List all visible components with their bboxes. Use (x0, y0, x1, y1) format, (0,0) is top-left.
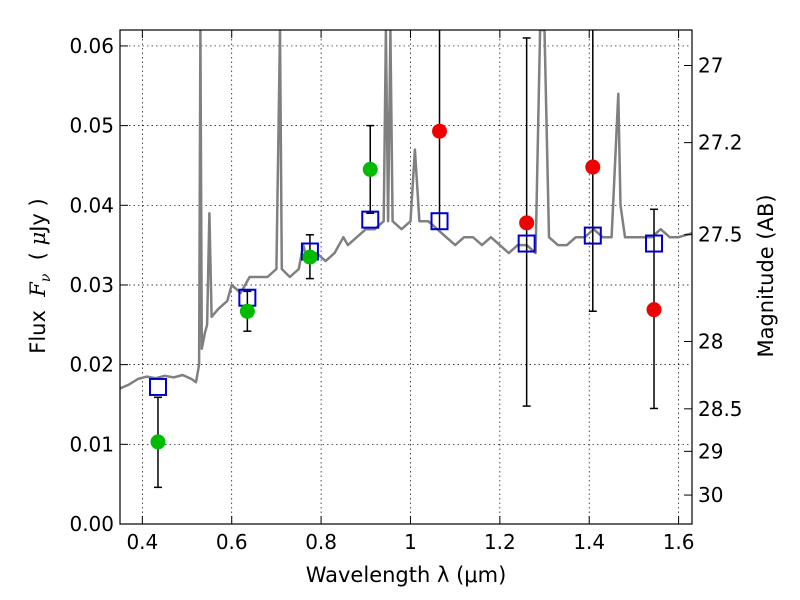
mag-tick-label: 30 (698, 483, 723, 507)
mag-tick-label: 27 (698, 54, 723, 78)
right-axis-label: Magnitude (AB) (754, 194, 778, 357)
y-tick-label: 0.00 (69, 512, 114, 536)
model-photometry-square (583, 226, 602, 245)
plot-data (120, 30, 692, 489)
detection-point (239, 303, 255, 319)
y-tick-label: 0.03 (69, 273, 114, 297)
y-axis-label-prefix: Flux (26, 297, 50, 354)
mag-tick-label: 27.2 (698, 131, 743, 155)
x-tick-label: 0.4 (126, 530, 158, 554)
y-tick-label: 0.06 (69, 34, 114, 58)
mag-tick-label: 28.5 (698, 397, 743, 421)
x-tick-label: 1.4 (573, 530, 605, 554)
y-tick-label: 0.02 (69, 353, 114, 377)
nondetection-point (519, 215, 535, 231)
model-photometry-square (517, 234, 536, 253)
mag-tick-label: 28 (698, 329, 723, 353)
y-axis-label: Flux Fν ( μJy ) (26, 198, 54, 353)
model-photometry-square (361, 210, 380, 229)
y-axis-label-symbol: F (26, 281, 50, 298)
mag-tick-label: 29 (698, 439, 723, 463)
detection-point (150, 434, 166, 450)
y-axis-label-suffix: Jy ) (26, 198, 50, 234)
y-axis-label-mu: μ (26, 232, 50, 246)
y-tick-label: 0.01 (69, 432, 114, 456)
model-photometry-square (645, 234, 664, 253)
model-photometry-square (148, 377, 167, 396)
x-axis-label: Wavelength λ (μm) (306, 563, 507, 587)
x-tick-label: 1.2 (484, 530, 516, 554)
x-tick-label: 1 (404, 530, 417, 554)
grid-lines (120, 30, 692, 525)
y-axis-label-mid: ( (26, 245, 50, 273)
mag-tick-label: 27.5 (698, 223, 743, 247)
y-tick-label: 0.04 (69, 193, 114, 217)
nondetection-point (585, 159, 601, 175)
axis-ticks: 0.4 0.6 0.8 1 1.2 1.4 1.6 0.00 0.01 0.02 0.03 0.04 0… (69, 30, 743, 554)
x-tick-label: 0.8 (305, 530, 337, 554)
x-tick-label: 1.6 (663, 530, 695, 554)
spectrum-line (120, 30, 692, 390)
model-photometry-square (430, 212, 449, 231)
x-tick-label: 0.6 (216, 530, 248, 554)
nondetection-point (646, 302, 662, 318)
nondetection-point (432, 123, 448, 139)
plot-frame (119, 29, 693, 525)
detection-point (302, 249, 318, 265)
y-axis-label-subscript: ν (38, 273, 54, 282)
detection-point (362, 161, 378, 177)
y-tick-label: 0.05 (69, 114, 114, 138)
